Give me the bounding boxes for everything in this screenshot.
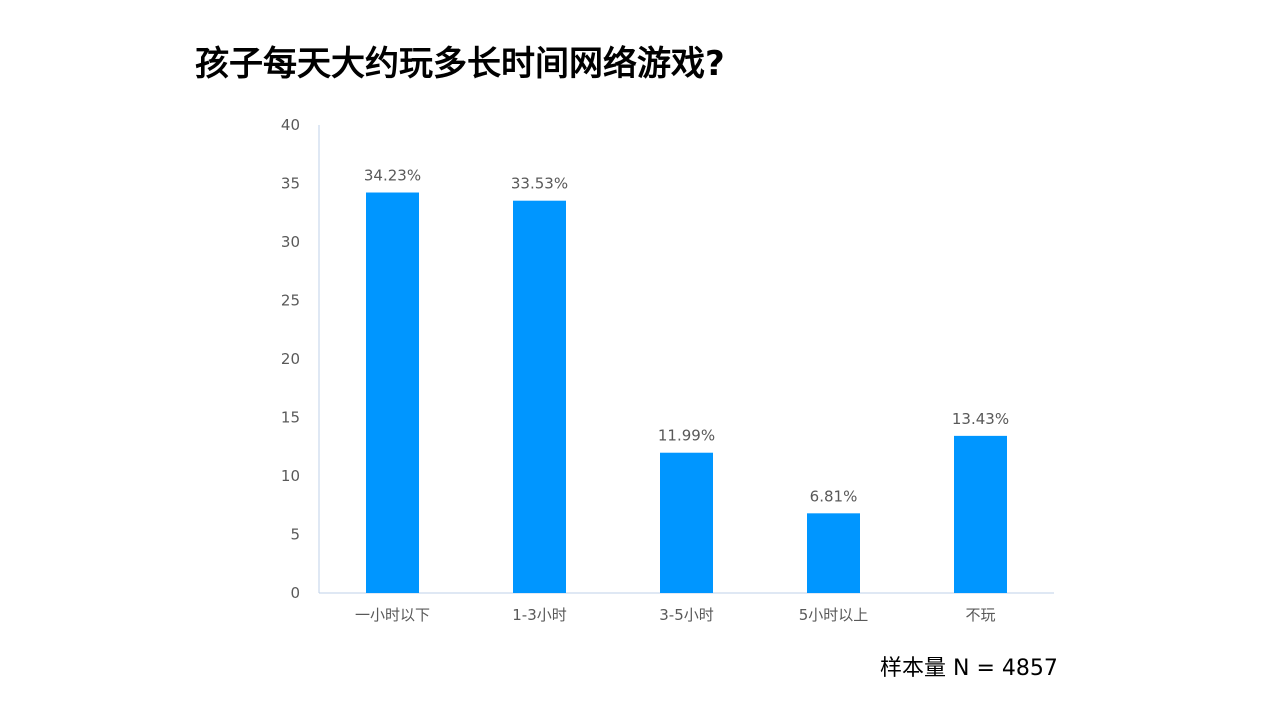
data-labels: 34.23% 33.53% 11.99% 6.81% 13.43%: [364, 167, 1009, 506]
data-label: 6.81%: [810, 487, 858, 505]
x-axis-labels: 一小时以下 1-3小时 3-5小时 5小时以上 不玩: [355, 606, 996, 624]
bar: [513, 200, 566, 593]
y-tick-label: 30: [281, 233, 300, 251]
x-tick-label: 不玩: [965, 606, 995, 624]
y-tick-label: 20: [281, 350, 300, 368]
x-tick-label: 5小时以上: [799, 606, 869, 624]
x-tick-label: 1-3小时: [512, 606, 567, 624]
y-axis-ticks: 0 5 10 15 20 25 30 35 40: [281, 116, 300, 602]
x-tick-label: 3-5小时: [659, 606, 714, 624]
bar: [366, 192, 419, 593]
chart-title: 孩子每天大约玩多长时间网络游戏?: [195, 44, 725, 84]
data-label: 34.23%: [364, 167, 421, 185]
bar: [807, 513, 860, 593]
data-label: 13.43%: [952, 410, 1009, 428]
y-tick-label: 5: [290, 526, 300, 544]
bar: [660, 452, 713, 593]
y-tick-label: 10: [281, 467, 300, 485]
bars: [366, 192, 1007, 593]
y-tick-label: 15: [281, 409, 300, 427]
y-tick-label: 25: [281, 292, 300, 310]
x-tick-label: 一小时以下: [355, 606, 430, 624]
y-tick-label: 40: [281, 116, 300, 134]
y-tick-label: 35: [281, 175, 300, 193]
data-label: 33.53%: [511, 175, 568, 193]
data-label: 11.99%: [658, 427, 715, 445]
sample-size-note: 样本量 N = 4857: [880, 656, 1058, 681]
y-tick-label: 0: [290, 584, 300, 602]
bar: [954, 435, 1007, 593]
